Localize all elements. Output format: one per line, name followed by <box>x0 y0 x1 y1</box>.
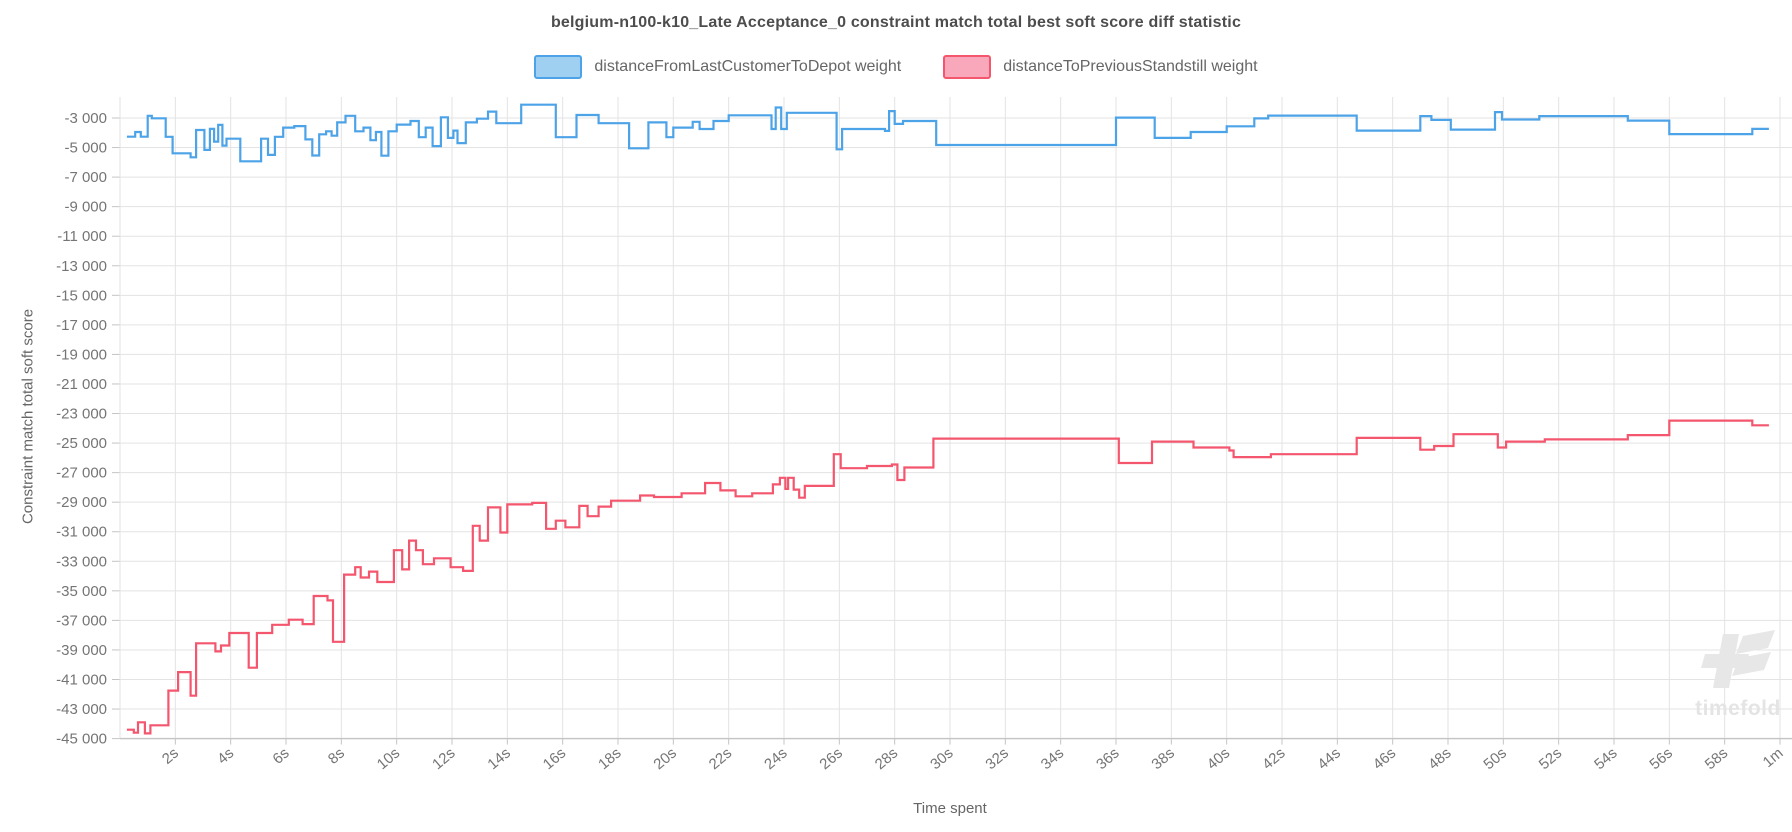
x-tick-label: 50s <box>1480 745 1509 774</box>
x-tick-label: 38s <box>1148 745 1177 774</box>
y-tick-label: -19 000 <box>56 346 107 363</box>
y-tick-label: -37 000 <box>56 612 107 629</box>
x-tick-label: 52s <box>1536 745 1565 774</box>
series-line-blue <box>126 103 1769 163</box>
y-tick-label: -15 000 <box>56 287 107 304</box>
x-tick-label: 48s <box>1425 745 1454 774</box>
x-tick-label: 14s <box>484 745 513 774</box>
y-tick-label: -35 000 <box>56 583 107 600</box>
y-tick-label: -41 000 <box>56 671 107 688</box>
x-tick-label: 28s <box>872 745 901 774</box>
y-tick-label: -39 000 <box>56 642 107 659</box>
x-tick-label: 4s <box>214 745 237 768</box>
x-tick-label: 34s <box>1038 745 1067 774</box>
x-tick-label: 26s <box>816 745 845 774</box>
y-tick-label: -9 000 <box>64 199 107 216</box>
x-tick-label: 18s <box>595 745 624 774</box>
x-tick-label: 44s <box>1314 745 1343 774</box>
series-line-pink <box>126 419 1769 735</box>
x-tick-label: 16s <box>540 745 569 774</box>
chart-title: belgium-n100-k10_Late Acceptance_0 const… <box>550 14 1242 31</box>
chart-legend: distanceFromLastCustomerToDepot weight d… <box>0 55 1792 79</box>
y-tick-label: -7 000 <box>64 169 107 186</box>
legend-item-blue: distanceFromLastCustomerToDepot weight <box>534 55 901 79</box>
x-tick-label: 56s <box>1646 745 1675 774</box>
y-tick-label: -23 000 <box>56 406 107 423</box>
x-tick-label: 36s <box>1093 745 1122 774</box>
x-tick-label: 8s <box>325 745 348 768</box>
y-tick-label: -21 000 <box>56 376 107 393</box>
legend-swatch-blue <box>534 55 583 79</box>
x-tick-label: 12s <box>429 745 458 774</box>
y-tick-label: -25 000 <box>56 435 107 452</box>
y-axis-title: Constraint match total soft score <box>19 308 37 525</box>
x-tick-label: 22s <box>706 745 735 774</box>
x-axis-title: Time spent <box>913 800 987 817</box>
y-tick-label: -29 000 <box>56 494 107 511</box>
x-tick-label: 54s <box>1591 745 1620 774</box>
x-tick-label: 46s <box>1370 745 1399 774</box>
y-tick-label: -17 000 <box>56 317 107 334</box>
x-tick-label: 30s <box>927 745 956 774</box>
y-tick-label: -33 000 <box>56 553 107 570</box>
x-tick-label: 10s <box>374 745 403 774</box>
x-tick-label: 58s <box>1702 745 1731 774</box>
x-tick-label: 24s <box>761 745 790 774</box>
x-tick-label: 1m <box>1760 745 1787 771</box>
x-tick-label: 6s <box>270 745 293 768</box>
y-tick-label: -27 000 <box>56 465 107 482</box>
x-tick-label: 42s <box>1259 745 1288 774</box>
y-tick-label: -5 000 <box>64 140 107 157</box>
x-tick-label: 32s <box>982 745 1011 774</box>
x-tick-label: 2s <box>159 745 182 768</box>
legend-item-pink: distanceToPreviousStandstill weight <box>943 55 1258 79</box>
y-tick-label: -3 000 <box>64 110 107 127</box>
legend-label-pink: distanceToPreviousStandstill weight <box>1003 58 1258 75</box>
y-tick-label: -43 000 <box>56 701 107 718</box>
y-tick-label: -31 000 <box>56 524 107 541</box>
x-tick-label: 20s <box>650 745 679 774</box>
legend-swatch-pink <box>943 55 992 79</box>
x-tick-label: 40s <box>1204 745 1233 774</box>
y-tick-label: -11 000 <box>57 228 107 245</box>
y-tick-label: -45 000 <box>56 731 107 748</box>
y-tick-label: -13 000 <box>56 258 107 275</box>
legend-label-blue: distanceFromLastCustomerToDepot weight <box>594 58 902 75</box>
